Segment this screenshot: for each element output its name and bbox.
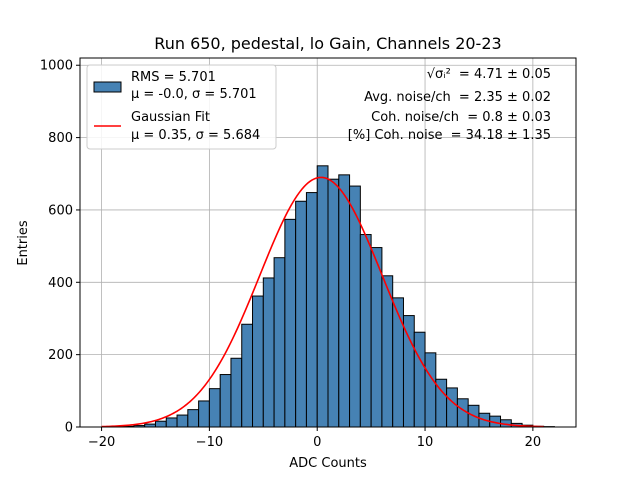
legend-swatch-histogram xyxy=(93,81,122,93)
histogram-bar xyxy=(295,200,307,428)
histogram-bar xyxy=(219,374,232,428)
y-tick-label: 1000 xyxy=(40,59,73,74)
x-tick-label: 10 xyxy=(417,435,434,450)
annotation-coh-noise-percent: [%] Coh. noise = 34.18 ± 1.35 xyxy=(348,128,551,143)
histogram-bar xyxy=(176,414,189,428)
x-tick-label: 0 xyxy=(313,435,321,450)
histogram-bar xyxy=(284,218,297,428)
annotation-sigma-sum-label: √σᵢ² xyxy=(427,67,451,82)
x-tick-label: −10 xyxy=(196,435,223,450)
annotation-coh-noise-label: Coh. noise/ch xyxy=(371,110,459,125)
histogram-bar xyxy=(230,357,243,428)
histogram-bar xyxy=(252,295,264,428)
annotation-avg-noise: Avg. noise/ch = 2.35 ± 0.02 xyxy=(364,90,551,105)
x-tick-label: −20 xyxy=(88,435,115,450)
annotation-avg-noise-value: = 2.35 ± 0.02 xyxy=(459,90,551,105)
histogram-bar xyxy=(402,315,415,428)
histogram-bar xyxy=(392,297,404,428)
x-axis-ticks: −20 −10 0 10 20 xyxy=(88,427,541,450)
annotation-sigma-sum-value: = 4.71 ± 0.05 xyxy=(459,67,551,82)
annotation-coh-noise-percent-value: = 34.18 ± 1.35 xyxy=(451,128,551,143)
histogram-bar xyxy=(273,257,286,428)
x-tick-label: 20 xyxy=(525,435,542,450)
histogram-bar xyxy=(154,420,167,428)
histogram-bar xyxy=(198,400,210,428)
histogram-bar xyxy=(359,234,372,428)
x-axis-label: ADC Counts xyxy=(289,456,367,471)
y-tick-label: 0 xyxy=(65,421,73,436)
histogram-bar xyxy=(187,409,200,428)
annotation-coh-noise-value: = 0.8 ± 0.03 xyxy=(467,110,551,125)
annotation-coh-noise-percent-label: [%] Coh. noise xyxy=(348,128,443,143)
stats-annotations: √σᵢ² = 4.71 ± 0.05 Avg. noise/ch = 2.35 … xyxy=(348,67,551,143)
legend: RMS = 5.701 μ = -0.0, σ = 5.701 Gaussian… xyxy=(86,64,277,150)
legend-entry-fit-detail: μ = 0.35, σ = 5.684 xyxy=(131,128,260,143)
annotation-avg-noise-label: Avg. noise/ch xyxy=(364,90,451,105)
y-tick-label: 400 xyxy=(48,276,73,291)
gaussian-fit-line xyxy=(101,176,544,428)
histogram-bar xyxy=(424,352,437,428)
plot-frame xyxy=(79,57,577,428)
histogram-bar xyxy=(370,247,383,428)
y-tick-label: 600 xyxy=(48,203,73,218)
histogram-bar xyxy=(208,388,221,428)
legend-box xyxy=(86,64,277,150)
legend-entry-rms-detail: μ = -0.0, σ = 5.701 xyxy=(131,87,257,102)
histogram-bar xyxy=(305,192,318,428)
histogram-bar xyxy=(446,387,458,428)
histogram-bar xyxy=(316,165,329,428)
legend-entry-rms: RMS = 5.701 xyxy=(131,70,216,85)
y-axis-ticks: 0 200 400 600 800 1000 xyxy=(40,59,80,436)
chart-title: Run 650, pedestal, lo Gain, Channels 20-… xyxy=(154,34,501,53)
histogram-bar xyxy=(327,178,340,428)
legend-entry-fit: Gaussian Fit xyxy=(131,110,210,125)
histogram-bar xyxy=(262,277,275,428)
histogram-bar xyxy=(241,323,254,428)
y-tick-label: 800 xyxy=(48,131,73,146)
histogram-bar xyxy=(338,174,351,428)
y-tick-label: 200 xyxy=(48,348,73,363)
histogram-bar xyxy=(165,417,178,428)
histogram-bar xyxy=(413,331,426,428)
y-axis-label: Entries xyxy=(16,220,31,266)
histogram-bars xyxy=(111,165,555,428)
annotation-sigma-sum: √σᵢ² = 4.71 ± 0.05 xyxy=(427,67,551,82)
annotation-coh-noise: Coh. noise/ch = 0.8 ± 0.03 xyxy=(371,110,551,125)
